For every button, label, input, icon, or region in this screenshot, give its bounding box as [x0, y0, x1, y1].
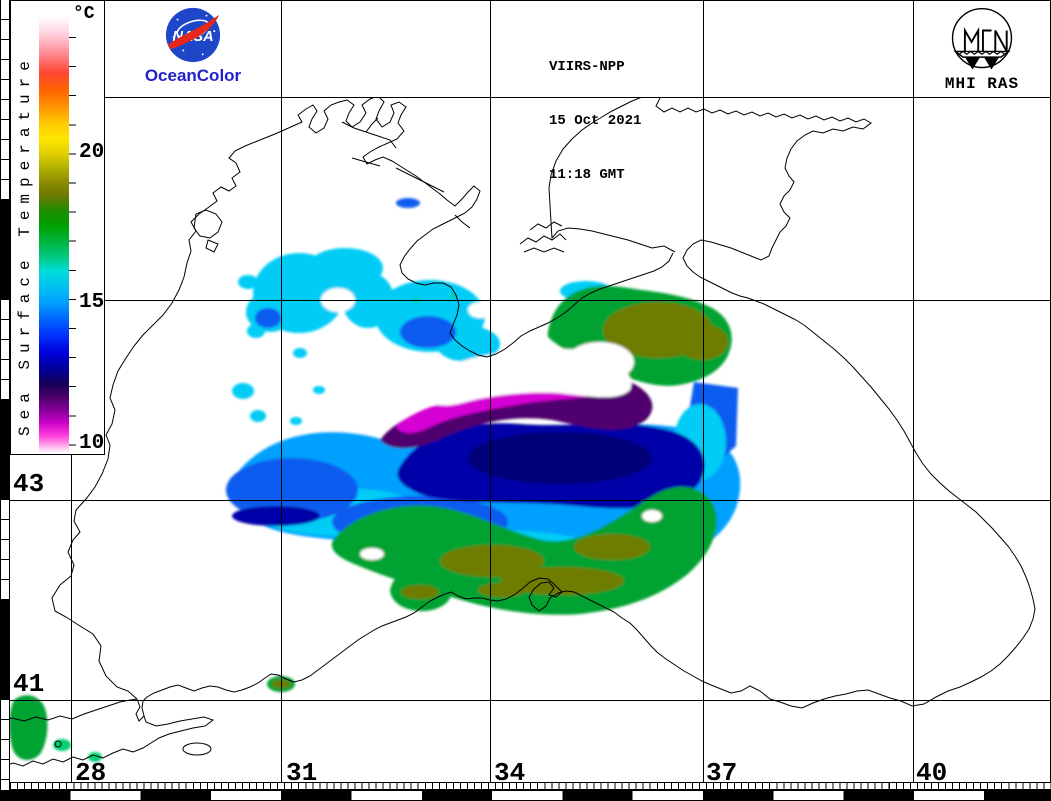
- coastlines: [0, 93, 1036, 769]
- acquisition-time: 11:18 GMT: [549, 167, 625, 183]
- sensor-name: VIIRS-NPP: [549, 59, 625, 75]
- colorbar-tick-label: 15: [79, 291, 105, 314]
- oceancolor-label: OceanColor: [144, 66, 242, 85]
- longitude-degree-ruler: [0, 790, 1051, 801]
- nasa-attribution: NASA OceanColor: [105, 0, 281, 97]
- latitude-degree-ruler: [0, 0, 10, 790]
- colorbar-tick-marks: [69, 37, 76, 446]
- lon-label-37: 37: [706, 758, 738, 788]
- nasa-logo-icon: NASA: [165, 7, 221, 63]
- lat-label-41: 41: [13, 669, 45, 699]
- mhi-ras-logo-icon: [951, 7, 1013, 70]
- colorbar-tick-label: 10: [79, 432, 105, 455]
- lon-label-31: 31: [286, 758, 318, 788]
- sst-field: [9, 198, 741, 762]
- colorbar-unit-label: °C: [73, 4, 95, 24]
- colorbar-title: Sea Surface Temperature: [16, 54, 34, 436]
- longitude-tick-ruler: [10, 782, 1051, 790]
- cloud-gaps: [321, 288, 662, 560]
- acquisition-info: VIIRS-NPP 15 Oct 2021 11:18 GMT: [490, 0, 703, 183]
- colorbar-panel: Sea Surface Temperature °C 20 15 10: [10, 0, 105, 455]
- grid-lines: [10, 0, 1051, 782]
- lon-label-40: 40: [916, 758, 948, 788]
- acquisition-date: 15 Oct 2021: [549, 113, 642, 129]
- lon-label-34: 34: [494, 758, 526, 788]
- lat-label-43: 43: [13, 469, 45, 499]
- institute-label: MHI RAS: [944, 75, 1020, 93]
- lon-label-28: 28: [75, 758, 107, 788]
- colorbar-tick-label: 20: [79, 141, 105, 164]
- colorbar-gradient-strip: [39, 16, 69, 453]
- institute-attribution: MHI RAS: [913, 0, 1051, 97]
